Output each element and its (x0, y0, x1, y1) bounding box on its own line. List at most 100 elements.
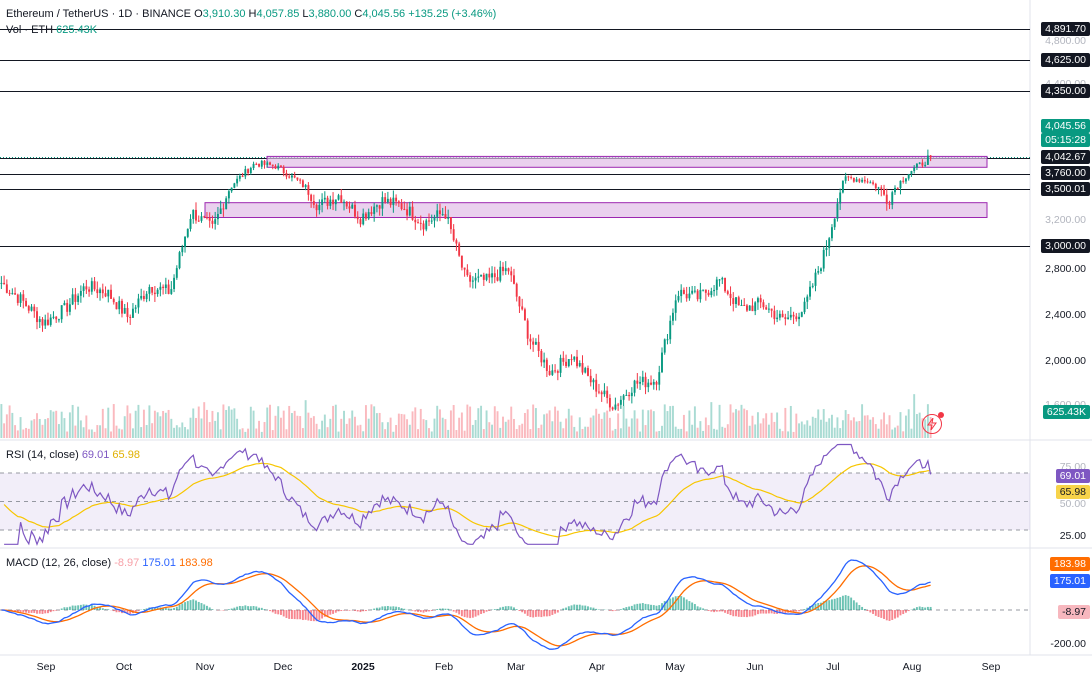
rsi-value: 69.01 (81, 449, 110, 461)
macd-histogram-bar (680, 596, 683, 610)
volume-bar (880, 419, 883, 438)
macd-histogram-bar (918, 606, 921, 610)
candle (740, 304, 743, 306)
symbol-legend[interactable]: Ethereum / TetherUS · 1D · BINANCE O3,91… (6, 8, 496, 20)
macd-histogram-bar (767, 610, 770, 614)
ohlc-low-label: L (302, 8, 309, 20)
volume-bar (241, 428, 244, 438)
candle (181, 247, 184, 253)
candle (584, 368, 587, 373)
volume-bar (301, 428, 304, 438)
macd-histogram-bar (438, 608, 441, 610)
macd-legend[interactable]: MACD (12, 26, close) -8.97 175.01 183.98 (6, 557, 213, 569)
macd-histogram-bar (334, 610, 337, 613)
volume-bar (762, 418, 765, 438)
candle (159, 286, 162, 290)
volume-bar (562, 428, 565, 438)
candle (858, 179, 861, 182)
volume-bar (578, 417, 581, 438)
macd-value-tag: 175.01 (1049, 574, 1090, 588)
macd-histogram-bar (463, 610, 466, 618)
volume-bar (754, 424, 757, 438)
volume-bar (787, 431, 790, 438)
volume-bar (236, 418, 239, 438)
candle (222, 208, 225, 210)
rsi-tick: 25.00 (1059, 530, 1086, 542)
volume-bar (55, 410, 58, 438)
macd-histogram-bar (759, 610, 762, 614)
macd-histogram-bar (729, 610, 732, 616)
volume-bar (304, 400, 307, 438)
macd-histogram-bar (126, 610, 129, 614)
candle (277, 165, 280, 169)
volume-bar (211, 410, 214, 438)
volume-bar (647, 410, 650, 438)
candle (400, 203, 403, 209)
macd-histogram-bar (554, 610, 557, 614)
volume-bar (866, 415, 869, 438)
candle (743, 304, 746, 306)
candle (523, 309, 526, 321)
candle (227, 191, 230, 199)
volume-bar (740, 404, 743, 438)
candle (663, 339, 666, 353)
volume-bar (184, 427, 186, 438)
volume-bar (883, 412, 885, 438)
volume-legend[interactable]: Vol · ETH 625.43K (6, 24, 97, 36)
volume-bar (449, 410, 452, 438)
volume-bar (776, 412, 779, 438)
volume-bar (639, 431, 642, 438)
macd-histogram-bar (16, 610, 19, 613)
volume-bar (915, 414, 918, 438)
volume-bar (545, 413, 548, 438)
volume-bar (576, 431, 578, 438)
volume-bar (362, 431, 365, 438)
volume-bar (153, 410, 156, 438)
candle (803, 301, 806, 313)
candle (480, 274, 483, 277)
macd-histogram-bar (460, 610, 463, 617)
macd-pane (0, 559, 1030, 650)
macd-histogram-bar (545, 610, 548, 617)
macd-histogram-bar (66, 607, 69, 610)
ohlc-close-label: C (354, 8, 363, 20)
macd-histogram-bar (384, 606, 387, 610)
volume-bar (115, 425, 118, 438)
macd-histogram-bar (652, 605, 655, 610)
macd-histogram-bar (847, 595, 850, 610)
candle (787, 317, 790, 319)
volume-bar (433, 418, 436, 438)
macd-histogram-bar (22, 610, 25, 613)
candle (847, 176, 850, 178)
volume-bar (332, 405, 335, 438)
volume-bar (809, 425, 811, 438)
candle (238, 175, 241, 179)
lightning-alert-icon[interactable] (922, 412, 944, 434)
volume-bar (800, 421, 803, 438)
candle (455, 240, 458, 244)
macd-histogram-bar (661, 603, 663, 610)
candle (836, 203, 839, 219)
candle (68, 304, 71, 312)
macd-histogram-bar (833, 598, 836, 610)
rsi-legend[interactable]: RSI (14, close) 69.01 65.98 (6, 449, 140, 461)
volume-bar (63, 418, 66, 438)
macd-histogram-bar (395, 606, 398, 610)
volume-bar (438, 409, 441, 438)
volume-bar (488, 422, 491, 438)
macd-histogram-bar (855, 602, 858, 610)
macd-histogram-bar (773, 610, 776, 614)
macd-histogram-bar (381, 606, 384, 610)
candle (800, 312, 803, 317)
macd-value: 175.01 (142, 557, 177, 569)
macd-histogram-bar (510, 606, 513, 610)
candle (504, 268, 507, 272)
symbol-title[interactable]: Ethereum / TetherUS · 1D · BINANCE (6, 8, 192, 20)
volume-bar (789, 405, 792, 438)
rsi-ma-value: 65.98 (112, 449, 140, 461)
macd-histogram-bar (682, 597, 685, 610)
macd-histogram-bar (795, 610, 798, 612)
macd-histogram-bar (222, 610, 225, 611)
macd-histogram-bar (400, 608, 403, 610)
